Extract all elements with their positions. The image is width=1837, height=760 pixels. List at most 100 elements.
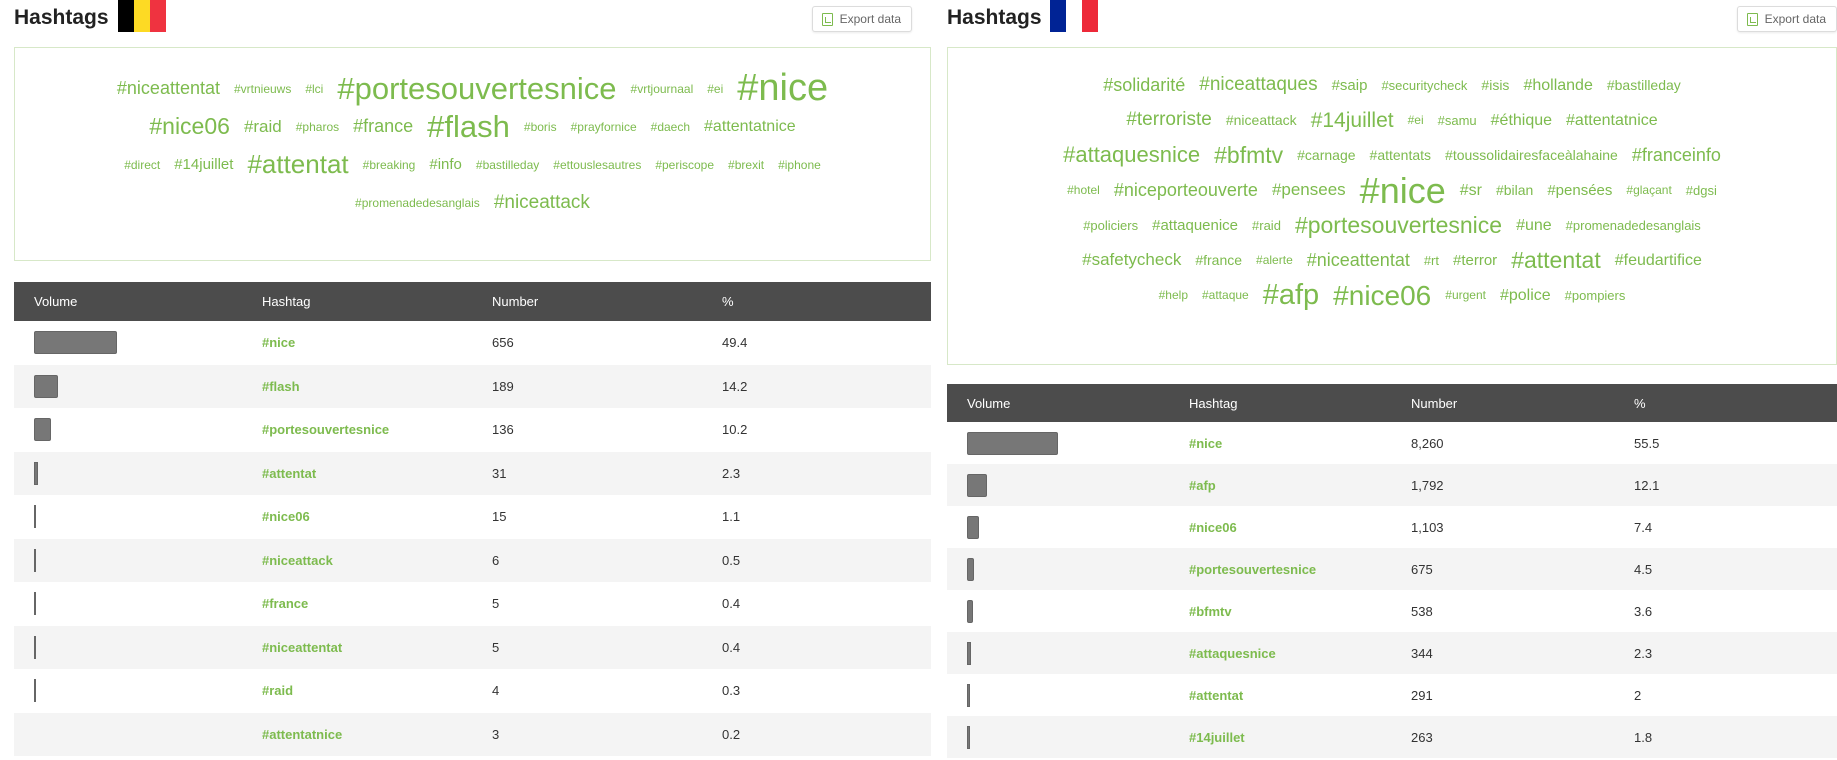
cloud-hashtag[interactable]: #raid [243, 116, 282, 136]
cloud-hashtag[interactable]: #promenadedesanglais [355, 195, 480, 210]
hashtag-link[interactable]: #niceattentat [262, 639, 343, 655]
cloud-hashtag[interactable]: #lci [305, 81, 324, 96]
cloud-hashtag[interactable]: #nice06 [1333, 279, 1432, 311]
cloud-hashtag[interactable]: #nice06 [149, 113, 230, 140]
cloud-hashtag[interactable]: #direct [124, 157, 161, 172]
hashtag-link[interactable]: #niceattack [262, 552, 333, 568]
export-data-button[interactable]: Export data [811, 6, 912, 32]
cloud-hashtag[interactable]: #pensées [1547, 181, 1613, 199]
cloud-hashtag[interactable]: #portesouvertesnice [337, 71, 617, 107]
cloud-hashtag[interactable]: #saip [1331, 76, 1368, 94]
column-header-percent[interactable]: % [722, 294, 734, 309]
hashtag-link[interactable]: #portesouvertesnice [1189, 561, 1317, 577]
cloud-hashtag[interactable]: #bilan [1495, 182, 1534, 199]
cloud-hashtag[interactable]: #pompiers [1564, 287, 1626, 303]
cloud-hashtag[interactable]: #glaçant [1626, 183, 1672, 198]
hashtag-link[interactable]: #afp [1189, 477, 1216, 493]
cloud-hashtag[interactable]: #hotel [1067, 183, 1100, 198]
cloud-hashtag[interactable]: #niceattaques [1199, 74, 1318, 96]
cloud-hashtag[interactable]: #niceporteouverte [1113, 179, 1258, 200]
cloud-hashtag[interactable]: #franceinfo [1631, 144, 1721, 165]
cloud-hashtag[interactable]: #prayfornice [570, 119, 637, 134]
cloud-hashtag[interactable]: #promenadedesanglais [1565, 217, 1701, 233]
cloud-hashtag[interactable]: #terroriste [1126, 109, 1212, 131]
cloud-hashtag[interactable]: #periscope [655, 157, 715, 172]
cloud-hashtag[interactable]: #pensees [1271, 180, 1346, 200]
cloud-hashtag[interactable]: #sr [1459, 181, 1482, 199]
cloud-hashtag[interactable]: #brexit [728, 157, 765, 172]
cloud-hashtag[interactable]: #ei [1407, 113, 1424, 128]
cloud-hashtag[interactable]: #bastilleday [1606, 77, 1681, 94]
cloud-hashtag[interactable]: #raid [1252, 217, 1281, 233]
cloud-hashtag[interactable]: #attentat [247, 149, 349, 180]
cloud-hashtag[interactable]: #terror [1453, 251, 1498, 269]
hashtag-link[interactable]: #nice06 [262, 509, 310, 525]
cloud-hashtag[interactable]: #attaque [1202, 288, 1249, 303]
cloud-hashtag[interactable]: #flash [427, 109, 510, 145]
hashtag-link[interactable]: #attentatnice [262, 726, 343, 742]
export-data-button[interactable]: Export data [1736, 6, 1837, 32]
cloud-hashtag[interactable]: #daech [650, 119, 691, 134]
cloud-hashtag[interactable]: #éthique [1490, 111, 1553, 129]
cloud-hashtag[interactable]: #isis [1481, 77, 1510, 94]
hashtag-link[interactable]: #attentat [1189, 687, 1244, 703]
cloud-hashtag[interactable]: #help [1158, 288, 1188, 303]
cloud-hashtag[interactable]: #niceattack [493, 191, 590, 213]
cloud-hashtag[interactable]: #attentatnice [1566, 111, 1658, 129]
hashtag-link[interactable]: #bfmtv [1189, 603, 1232, 619]
cloud-hashtag[interactable]: #solidarité [1103, 74, 1186, 95]
column-header-volume[interactable]: Volume [34, 294, 78, 309]
column-header-volume[interactable]: Volume [967, 395, 1011, 411]
hashtag-link[interactable]: #portesouvertesnice [262, 422, 390, 438]
cloud-hashtag[interactable]: #iphone [778, 157, 821, 172]
cloud-hashtag[interactable]: #ettouslesautres [553, 157, 642, 172]
cloud-hashtag[interactable]: #safetycheck [1082, 250, 1182, 270]
cloud-hashtag[interactable]: #une [1516, 216, 1552, 234]
cloud-hashtag[interactable]: #nice [1359, 169, 1446, 211]
hashtag-link[interactable]: #nice [1189, 435, 1223, 451]
cloud-hashtag[interactable]: #niceattack [1225, 112, 1297, 129]
cloud-hashtag[interactable]: #vrtjournaal [630, 81, 694, 96]
column-header-number[interactable]: Number [1411, 395, 1458, 411]
cloud-hashtag[interactable]: #toussolidairesfaceàlahaine [1445, 147, 1618, 164]
cloud-hashtag[interactable]: #breaking [362, 157, 416, 172]
cloud-hashtag[interactable]: #alerte [1256, 253, 1293, 268]
column-header-percent[interactable]: % [1634, 395, 1646, 411]
cloud-hashtag[interactable]: #dgsi [1685, 182, 1717, 198]
cloud-hashtag[interactable]: #info [429, 156, 462, 173]
cloud-hashtag[interactable]: #nice [737, 67, 829, 110]
hashtag-link[interactable]: #attaquesnice [1189, 645, 1276, 661]
cloud-hashtag[interactable]: #attaquesnice [1063, 142, 1201, 168]
cloud-hashtag[interactable]: #attaquenice [1152, 216, 1239, 234]
hashtag-link[interactable]: #nice06 [1189, 519, 1237, 535]
cloud-hashtag[interactable]: #policiers [1083, 217, 1139, 233]
cloud-hashtag[interactable]: #urgent [1445, 288, 1486, 303]
cloud-hashtag[interactable]: #afp [1262, 279, 1320, 312]
hashtag-link[interactable]: #nice [262, 335, 296, 351]
cloud-hashtag[interactable]: #france [1195, 252, 1243, 269]
cloud-hashtag[interactable]: #boris [523, 119, 557, 134]
column-header-hashtag[interactable]: Hashtag [262, 294, 311, 309]
cloud-hashtag[interactable]: #attentats [1369, 147, 1432, 164]
cloud-hashtag[interactable]: #bastilleday [475, 157, 540, 172]
hashtag-link[interactable]: #14juillet [1189, 729, 1245, 745]
cloud-hashtag[interactable]: #vrtnieuws [233, 81, 292, 96]
cloud-hashtag[interactable]: #ei [707, 81, 724, 96]
cloud-hashtag[interactable]: #14juillet [1310, 108, 1394, 132]
cloud-hashtag[interactable]: #bfmtv [1214, 141, 1284, 168]
cloud-hashtag[interactable]: #attentat [1511, 246, 1601, 273]
column-header-hashtag[interactable]: Hashtag [1189, 395, 1238, 411]
cloud-hashtag[interactable]: #securitycheck [1381, 77, 1468, 93]
cloud-hashtag[interactable]: #niceattentat [116, 78, 220, 99]
hashtag-link[interactable]: #france [262, 596, 309, 612]
cloud-hashtag[interactable]: #14juillet [174, 156, 234, 173]
cloud-hashtag[interactable]: #police [1499, 286, 1551, 304]
hashtag-link[interactable]: #attentat [262, 465, 317, 481]
cloud-hashtag[interactable]: #samu [1437, 112, 1477, 128]
column-header-number[interactable]: Number [492, 294, 539, 309]
cloud-hashtag[interactable]: #carnage [1297, 147, 1356, 164]
hashtag-link[interactable]: #raid [262, 683, 294, 699]
cloud-hashtag[interactable]: #hollande [1523, 76, 1593, 94]
cloud-hashtag[interactable]: #rt [1423, 252, 1439, 268]
cloud-hashtag[interactable]: #niceattentat [1306, 249, 1410, 270]
